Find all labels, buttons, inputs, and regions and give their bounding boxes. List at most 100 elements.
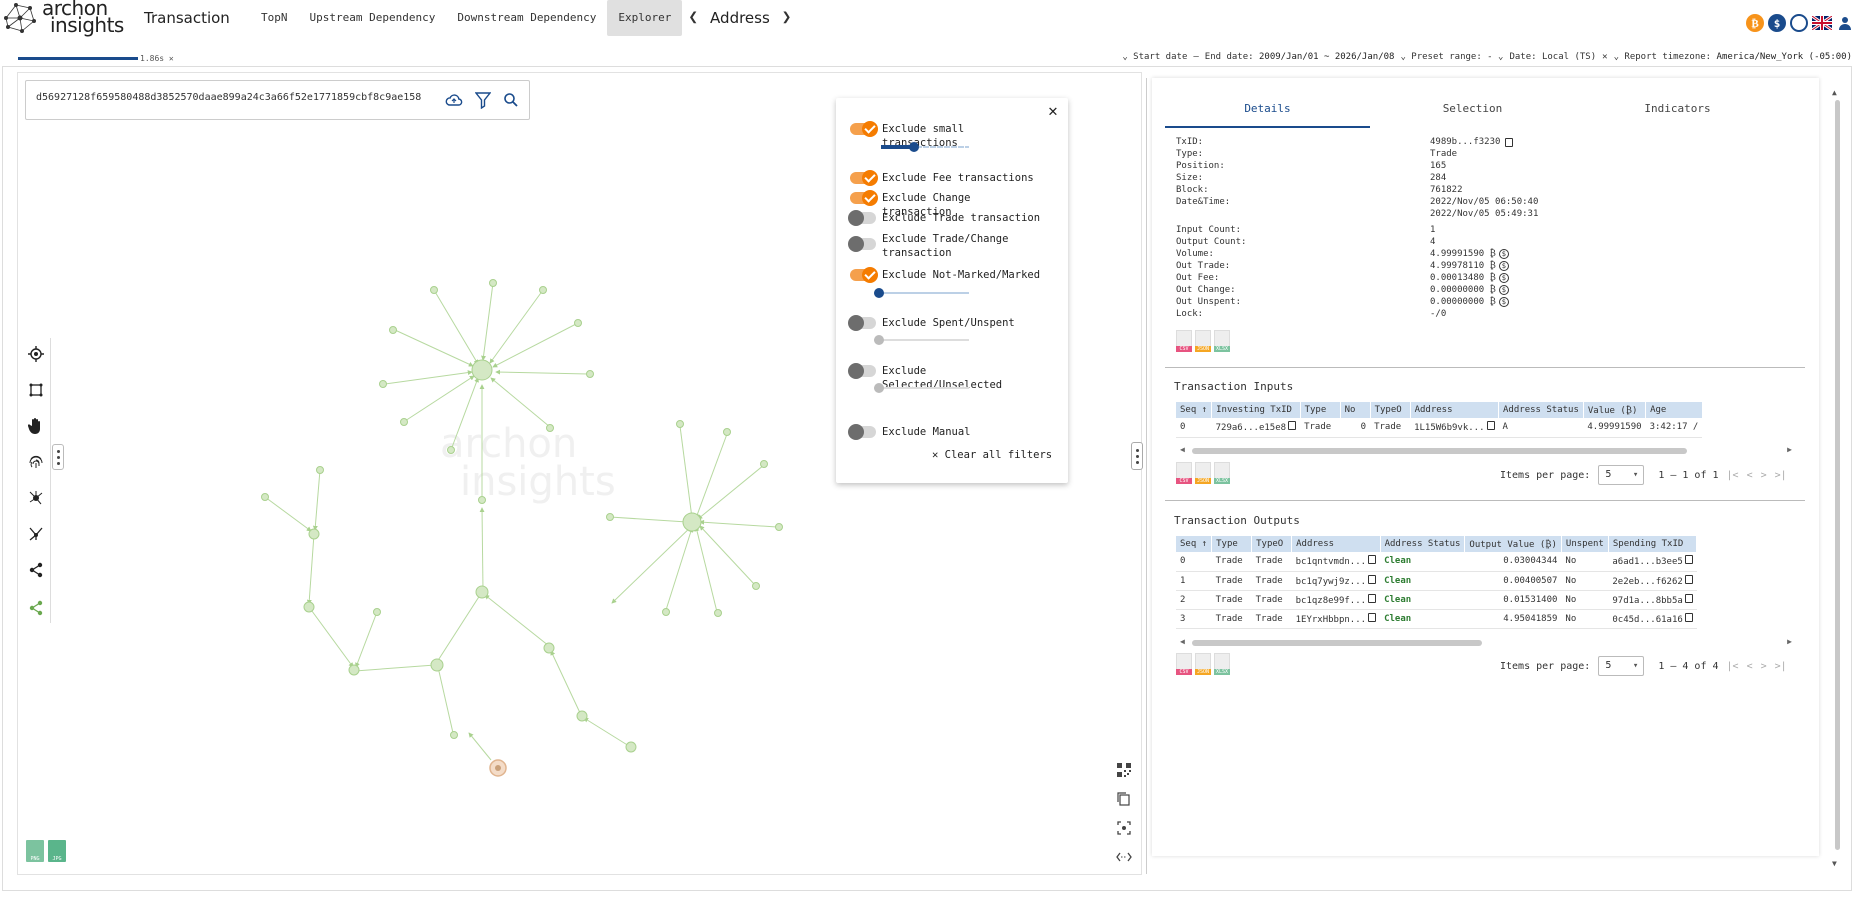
copy-icon[interactable] (1486, 421, 1495, 431)
outputs-hscroll[interactable]: ◀ ▶ (1180, 637, 1792, 646)
tx-search-input[interactable] (36, 92, 426, 103)
copy-icon[interactable] (1684, 593, 1693, 603)
fit-screen-icon[interactable] (1114, 818, 1134, 838)
table-row[interactable]: 0 729a6...e15e8 Trade 0 Trade 1L15W6b9vk... A 4… (1176, 418, 1703, 438)
hand-pan-icon[interactable] (26, 416, 46, 436)
last-page-icon[interactable]: >| (1774, 469, 1787, 481)
jpg-export-icon[interactable]: JPG (48, 840, 66, 862)
column-header[interactable]: Value (₿) (1583, 402, 1647, 418)
outputs-json-export-icon[interactable]: JSON (1195, 653, 1211, 675)
copy-icon[interactable] (1505, 137, 1514, 147)
filter-icon[interactable] (475, 91, 491, 109)
toolstrip-handle[interactable] (52, 444, 64, 470)
copy-icon[interactable] (1288, 421, 1297, 431)
details-scrollbar[interactable]: ▲ ▼ (1832, 88, 1842, 868)
column-header[interactable]: Spending TxID (1608, 536, 1698, 552)
copy-icon[interactable] (1684, 612, 1693, 622)
nav-explorer[interactable]: Explorer (607, 0, 683, 36)
toggle-fee-transactions[interactable] (850, 170, 878, 186)
table-row[interactable]: 2 Trade Trade bc1qz8e99f... Clean 0.01531400 N… (1176, 590, 1697, 610)
prev-page-icon[interactable]: < (1746, 660, 1753, 672)
cluster-icon[interactable] (26, 488, 46, 508)
timezone-filter[interactable]: ⌄ Report timezone: America/New_York (-05… (1613, 52, 1852, 62)
code-expand-icon[interactable] (1114, 847, 1134, 867)
bitcoin-icon[interactable]: ₿ (1746, 14, 1764, 32)
toggle-spent-unspent[interactable] (848, 315, 876, 331)
select-box-icon[interactable] (26, 380, 46, 400)
qr-code-icon[interactable] (1114, 760, 1134, 780)
csv-export-icon[interactable]: CSV (1176, 330, 1192, 352)
table-row[interactable]: 3 Trade Trade 1EYrxHbbpn... Clean 4.95041859 N… (1176, 609, 1697, 629)
filter-change-transaction[interactable]: Exclude Change transaction (850, 190, 1042, 219)
column-header[interactable]: Address Status (1498, 402, 1584, 418)
first-page-icon[interactable]: |< (1726, 469, 1739, 481)
nav-next-arrow-icon[interactable]: ❯ (781, 7, 792, 26)
slider-spent-unspent[interactable] (874, 335, 969, 345)
outputs-csv-export-icon[interactable]: CSV (1176, 653, 1192, 675)
transaction-graph[interactable] (200, 260, 820, 790)
copy-icon[interactable] (1368, 593, 1377, 603)
slider-not-marked-marked[interactable] (874, 288, 969, 298)
copy-icon[interactable] (1684, 574, 1693, 584)
date-mode-filter[interactable]: Date: Local (TS) (1509, 52, 1597, 62)
share-green-icon[interactable] (26, 598, 46, 618)
panel-resize-handle[interactable] (1131, 442, 1143, 470)
merge-icon[interactable] (26, 524, 46, 544)
tab-indicators[interactable]: Indicators (1644, 102, 1711, 115)
column-header[interactable]: Address Status (1380, 536, 1466, 552)
currency-toggle-icon[interactable]: $ (1498, 261, 1509, 271)
nav-prev-arrow-icon[interactable]: ❮ (688, 7, 699, 26)
dollar-icon[interactable]: $ (1768, 14, 1786, 32)
next-page-icon[interactable]: > (1760, 469, 1767, 481)
nav-topn[interactable]: TopN (261, 11, 288, 24)
nav-address[interactable]: Address (710, 9, 770, 27)
toggle-change-transaction[interactable] (850, 190, 878, 206)
outputs-per-page-select[interactable]: 5 (1598, 656, 1645, 676)
png-export-icon[interactable]: PNG (26, 840, 44, 862)
currency-toggle-icon[interactable]: $ (1498, 249, 1509, 259)
next-page-icon[interactable]: > (1760, 660, 1767, 672)
column-header[interactable]: Type (1300, 402, 1341, 418)
copy-icon[interactable] (1368, 612, 1377, 622)
start-date-filter[interactable]: ⌄ Start date (1122, 52, 1188, 62)
close-icon[interactable]: ✕ (1048, 101, 1058, 120)
inputs-json-export-icon[interactable]: JSON (1195, 462, 1211, 484)
clear-all-filters-button[interactable]: ✕ Clear all filters (932, 449, 1053, 461)
currency-toggle-icon[interactable]: $ (1498, 273, 1509, 283)
column-header[interactable]: Seq ↑ (1176, 536, 1213, 552)
last-page-icon[interactable]: >| (1774, 660, 1787, 672)
tab-details[interactable]: Details (1165, 98, 1370, 128)
inputs-hscroll[interactable]: ◀ ▶ (1180, 445, 1792, 454)
user-icon[interactable] (1836, 14, 1854, 32)
uk-flag-icon[interactable] (1812, 16, 1832, 30)
preset-range-filter[interactable]: ⌄ Preset range: - ⌄ (1400, 52, 1504, 62)
currency-toggle-icon[interactable]: $ (1498, 297, 1509, 307)
circle-icon[interactable] (1790, 14, 1808, 32)
toggle-trade-change-transaction[interactable] (848, 236, 876, 252)
column-header[interactable]: Address (1291, 536, 1381, 552)
slider-selected-unselected[interactable] (874, 383, 969, 393)
share-icon[interactable] (26, 560, 46, 580)
inputs-per-page-select[interactable]: 5 (1598, 465, 1645, 485)
archon-logo[interactable]: archon insights (2, 0, 124, 36)
copy-icon[interactable] (1368, 574, 1377, 584)
filter-spent-unspent[interactable]: Exclude Spent/Unspent (848, 315, 1042, 331)
table-row[interactable]: 1 Trade Trade bc1q7ywj9z... Clean 0.00400507 N… (1176, 571, 1697, 591)
json-export-icon[interactable]: JSON (1195, 330, 1211, 352)
filter-trade-change-transaction[interactable]: Exclude Trade/Change transaction (848, 232, 1042, 260)
copy-icon[interactable] (1368, 555, 1377, 565)
table-row[interactable]: 0 Trade Trade bc1qntvmdn... Clean 0.03004344 N… (1176, 552, 1697, 572)
filter-not-marked-marked[interactable]: Exclude Not-Marked/Marked (850, 267, 1042, 283)
toggle-not-marked-marked[interactable] (850, 267, 878, 283)
clear-date-icon[interactable]: ✕ (1602, 52, 1608, 62)
filter-trade-transaction[interactable]: Exclude Trade transaction (848, 210, 1042, 226)
column-header[interactable]: TypeO (1251, 536, 1293, 552)
toggle-selected-unselected[interactable] (848, 363, 876, 379)
nav-upstream-dependency[interactable]: Upstream Dependency (309, 11, 436, 24)
filter-fee-transactions[interactable]: Exclude Fee transactions (850, 170, 1042, 186)
column-header[interactable]: Seq ↑ (1176, 402, 1213, 418)
cloud-upload-icon[interactable] (445, 91, 463, 109)
inputs-csv-export-icon[interactable]: CSV (1176, 462, 1192, 484)
filter-manual[interactable]: Exclude Manual (848, 424, 1042, 440)
inputs-xlsx-export-icon[interactable]: XLSX (1214, 462, 1230, 484)
